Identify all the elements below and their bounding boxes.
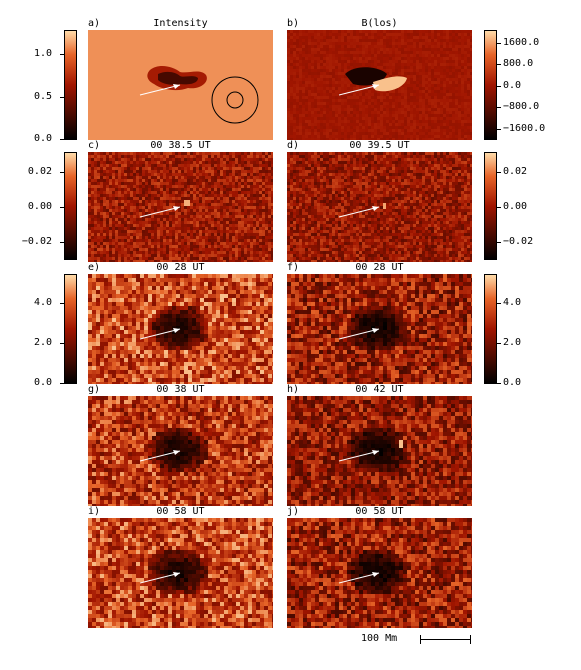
- panel-b-title: B(los): [361, 18, 398, 29]
- pointer-arrow: [139, 450, 181, 462]
- panel-e-title: 00 28 UT: [156, 262, 205, 273]
- pointer-arrowhead: [372, 450, 379, 455]
- pointer-arrow: [139, 84, 181, 96]
- diff-right-tick-1: 0.02: [503, 166, 528, 177]
- blos-tick-2: 800.0: [503, 58, 534, 69]
- pointer-arrowhead: [372, 328, 379, 333]
- pointer-arrow: [338, 206, 380, 218]
- panel-c-label: c): [88, 140, 101, 151]
- power-left-tick-1: 4.0: [33, 297, 52, 308]
- panel-b-label: b): [287, 18, 300, 29]
- pointer-arrowhead: [173, 572, 180, 577]
- power-colorbar-left: [64, 274, 77, 384]
- diff-left-tick-1: 0.02: [27, 166, 52, 177]
- diff-left-tick-3: −0.02: [21, 236, 52, 247]
- panel-h-image: [287, 396, 472, 506]
- pointer-arrow: [139, 572, 181, 584]
- power-right-tick-1: 4.0: [503, 297, 522, 308]
- power-left-tick-2: 2.0: [33, 337, 52, 348]
- intensity-colorbar: [64, 30, 77, 140]
- pointer-arrow: [139, 206, 181, 218]
- pointer-arrowhead: [372, 84, 379, 89]
- sunspot-umbra: [158, 71, 198, 85]
- positive-polarity-region: [373, 76, 407, 92]
- blos-tick-1: 1600.0: [503, 37, 540, 48]
- panel-h-label: h): [287, 384, 300, 395]
- panel-g-label: g): [88, 384, 101, 395]
- panel-g-title: 00 38 UT: [156, 384, 205, 395]
- panel-a-label: a): [88, 18, 101, 29]
- power-right-tick-3: 0.0: [503, 377, 522, 388]
- pointer-arrowhead: [372, 572, 379, 577]
- blos-tick-3: 0.0: [503, 80, 522, 91]
- difference-colorbar-left: [64, 152, 77, 260]
- intensity-tick-3: 0.0: [33, 133, 52, 144]
- panel-h-title: 00 42 UT: [355, 384, 404, 395]
- pointer-arrowhead: [173, 206, 180, 211]
- scale-bar-end-left: [420, 635, 421, 644]
- panel-g-image: [88, 396, 273, 506]
- scale-bar-label: 100 Mm: [361, 633, 398, 644]
- diff-right-tick-2: 0.00: [503, 201, 528, 212]
- intensity-tick-1: 1.0: [33, 48, 52, 59]
- annulus-outer-circle: [211, 76, 259, 124]
- panel-i-title: 00 58 UT: [156, 506, 205, 517]
- panel-f-title: 00 28 UT: [355, 262, 404, 273]
- blos-tick-4: −800.0: [503, 101, 540, 112]
- diff-right-tick-3: −0.02: [503, 236, 534, 247]
- intensity-tick-2: 0.5: [33, 91, 52, 102]
- panel-d-image: [287, 152, 472, 262]
- panel-d-title: 00 39.5 UT: [349, 140, 410, 151]
- power-right-tick-2: 2.0: [503, 337, 522, 348]
- panel-e-label: e): [88, 262, 101, 273]
- panel-j-label: j): [287, 506, 300, 517]
- difference-colorbar-right: [484, 152, 497, 260]
- panel-j-image: [287, 518, 472, 628]
- pointer-arrow: [338, 84, 380, 96]
- pointer-arrow: [338, 572, 380, 584]
- pointer-arrowhead: [372, 206, 379, 211]
- annulus-inner-circle: [226, 91, 244, 109]
- blos-colorbar: [484, 30, 497, 140]
- scale-bar-line: [420, 639, 471, 640]
- scale-bar-end-right: [470, 635, 471, 644]
- panel-i-label: i): [88, 506, 101, 517]
- panel-c-image: [88, 152, 273, 262]
- panel-a-intensity-image: [88, 30, 273, 140]
- pointer-arrowhead: [173, 328, 180, 333]
- panel-f-image: [287, 274, 472, 384]
- blos-tick-5: −1600.0: [503, 123, 546, 134]
- power-colorbar-right: [484, 274, 497, 384]
- pointer-arrowhead: [173, 84, 180, 89]
- pointer-arrow: [139, 328, 181, 340]
- panel-e-image: [88, 274, 273, 384]
- panel-i-image: [88, 518, 273, 628]
- panel-f-label: f): [287, 262, 300, 273]
- panel-a-title: Intensity: [153, 18, 208, 29]
- pointer-arrow: [338, 450, 380, 462]
- pointer-arrowhead: [173, 450, 180, 455]
- pointer-arrow: [338, 328, 380, 340]
- power-left-tick-3: 0.0: [33, 377, 52, 388]
- panel-j-title: 00 58 UT: [355, 506, 404, 517]
- panel-c-title: 00 38.5 UT: [150, 140, 211, 151]
- diff-left-tick-2: 0.00: [27, 201, 52, 212]
- panel-b-blos-image: [287, 30, 472, 140]
- panel-d-label: d): [287, 140, 300, 151]
